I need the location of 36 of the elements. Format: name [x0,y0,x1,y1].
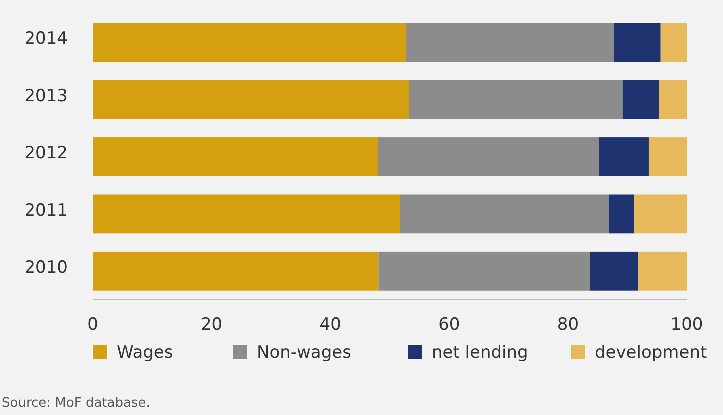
bar [599,138,649,176]
x-tick-label: 40 [320,315,342,335]
legend-label: development [595,343,708,363]
bar [660,23,687,62]
bar [614,23,661,62]
bar [93,138,378,176]
bar [93,252,379,291]
source-note: Source: MoF database. [2,396,150,411]
y-tick-label: 2012 [24,144,68,164]
bar [634,194,687,234]
bar [93,23,406,62]
x-tick-label: 100 [670,315,704,335]
x-tick-label: 0 [88,315,98,335]
bar [400,194,610,234]
bar [406,23,614,62]
y-tick-label: 2010 [24,258,68,278]
y-tick-label: 2011 [24,200,68,221]
legend-label: net lending [432,343,528,363]
legend-label: Wages [117,343,174,363]
y-tick-label: 2014 [24,29,68,50]
bar [638,252,687,291]
legend-label: Non-wages [257,343,352,363]
bar [378,138,600,176]
bar [93,194,400,234]
x-tick-label: 80 [557,315,580,335]
bar [93,80,410,120]
bar [622,80,660,120]
bar [409,80,623,120]
bar [659,80,687,120]
bar [648,138,687,176]
x-tick-label: 20 [200,315,223,335]
bar [378,252,590,291]
y-tick-label: 2013 [24,86,68,106]
bar [609,194,634,234]
bar [590,252,638,291]
x-tick-label: 60 [438,315,460,335]
